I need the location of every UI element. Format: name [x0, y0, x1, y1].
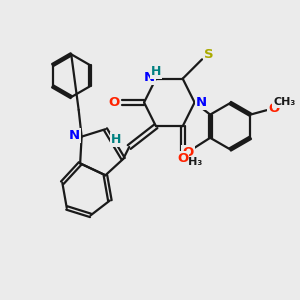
Text: H: H — [151, 65, 161, 78]
Text: O: O — [177, 152, 188, 165]
Text: O: O — [182, 146, 194, 159]
Text: N: N — [69, 129, 80, 142]
Text: N: N — [196, 96, 207, 109]
Text: S: S — [204, 48, 213, 61]
Text: O: O — [177, 152, 188, 165]
Text: H: H — [151, 65, 161, 78]
Text: N: N — [144, 71, 155, 84]
Text: O: O — [108, 96, 119, 109]
Text: N: N — [196, 96, 207, 109]
Text: O: O — [268, 102, 279, 115]
Text: CH₃: CH₃ — [273, 97, 296, 107]
Text: N: N — [69, 129, 80, 142]
Text: H: H — [111, 133, 121, 146]
Text: N: N — [144, 71, 155, 84]
Text: O: O — [108, 96, 119, 109]
Text: S: S — [204, 48, 213, 61]
Text: H: H — [111, 133, 121, 146]
Text: CH₃: CH₃ — [181, 157, 203, 167]
